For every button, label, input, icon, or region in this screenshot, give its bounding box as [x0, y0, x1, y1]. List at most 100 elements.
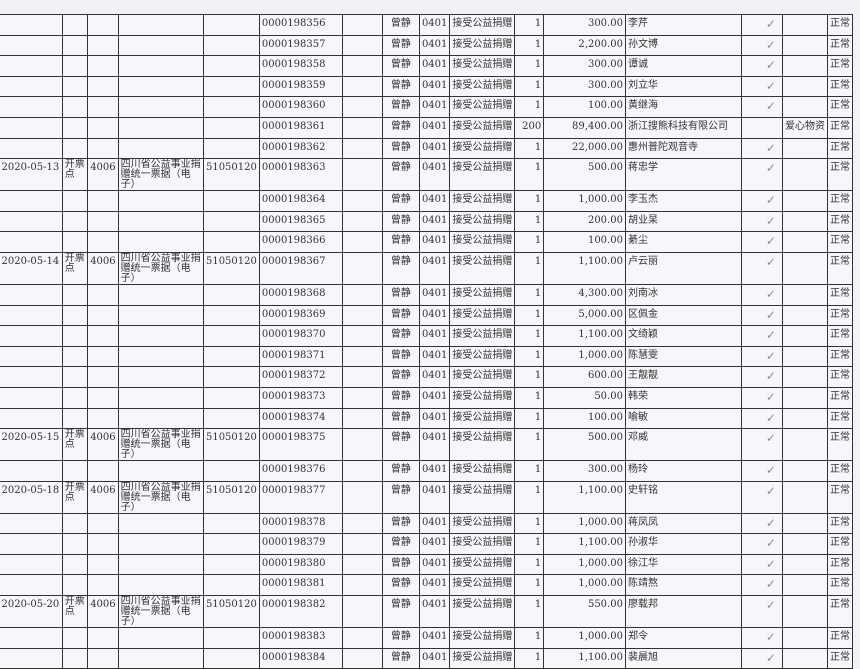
code-cell [87, 190, 119, 212]
subject-code-cell: 0401 [418, 158, 451, 192]
org-code-cell [202, 407, 260, 430]
org-code-cell [202, 366, 260, 388]
operator-cell: 曾静 [381, 480, 420, 514]
margin [852, 35, 858, 56]
org-code-cell [202, 75, 260, 98]
check-mark-cell: ✓ [741, 210, 783, 233]
amount-cell: 4,300.00 [543, 283, 626, 306]
margin [852, 117, 858, 139]
item-cell: 接受公益捐赠 [449, 231, 516, 253]
amount-cell: 500.00 [543, 158, 626, 192]
donor-cell: 郑令 [624, 627, 743, 649]
issue-point-cell [61, 190, 89, 212]
issue-point-cell [61, 210, 89, 233]
date-cell [0, 96, 63, 118]
amount-cell: 1,100.00 [543, 533, 626, 555]
status-cell: 正常 [826, 325, 854, 347]
operator-cell: 曾静 [381, 533, 420, 555]
status-cell: 正常 [826, 304, 854, 327]
quantity-cell: 1 [514, 595, 545, 629]
margin [852, 158, 858, 191]
status-cell: 正常 [826, 231, 854, 253]
invoice-type-cell [117, 627, 204, 649]
org-code-cell [202, 512, 260, 535]
invoice-type-cell: 四川省公益事业捐赠统一票据（电子） [117, 595, 204, 629]
amount-cell: 300.00 [543, 460, 626, 482]
table-row: 0000198366 曾静 0401 接受公益捐赠 1 100.00 綦尘 ✓ 正常 [0, 231, 858, 253]
invoice-number-cell: 0000198379 [258, 533, 344, 555]
quantity-cell: 1 [514, 55, 545, 77]
issue-point-cell [61, 96, 89, 118]
invoice-type-cell [117, 75, 204, 98]
operator-cell: 曾静 [381, 325, 420, 347]
check-mark-cell: ✓ [741, 366, 783, 388]
code-cell [87, 34, 119, 57]
subject-code-cell: 0401 [418, 96, 451, 118]
status-cell: 正常 [826, 386, 854, 409]
margin [852, 346, 858, 367]
invoice-number-cell: 0000198369 [258, 304, 344, 327]
issue-point-cell [61, 512, 89, 535]
invoice-type-cell [117, 55, 204, 77]
date-cell [0, 366, 63, 388]
blank-cell [342, 595, 383, 629]
subject-code-cell: 0401 [418, 480, 451, 514]
invoice-type-cell [117, 137, 204, 160]
amount-cell: 1,000.00 [543, 553, 626, 576]
item-cell: 接受公益捐赠 [449, 210, 516, 233]
invoice-number-cell: 0000198377 [258, 480, 344, 514]
note-cell [781, 34, 828, 57]
check-mark-cell: ✓ [741, 283, 783, 306]
amount-cell: 89,400.00 [543, 116, 626, 139]
table-row: 2020-05-13 开票点 4006 四川省公益事业捐赠统一票据（电子） 510501… [0, 158, 858, 192]
margin [852, 55, 858, 77]
note-cell [781, 304, 828, 327]
margin [852, 366, 858, 388]
status-cell: 正常 [826, 460, 854, 482]
quantity-cell: 1 [514, 533, 545, 555]
code-cell [87, 460, 119, 482]
check-mark-cell: ✓ [741, 96, 783, 118]
invoice-type-cell [117, 34, 204, 57]
blank-cell [342, 627, 383, 649]
invoice-type-cell [117, 553, 204, 576]
margin [852, 190, 858, 212]
issue-point-cell [61, 460, 89, 482]
invoice-number-cell: 0000198381 [258, 574, 344, 597]
org-code-cell [202, 34, 260, 57]
quantity-cell: 1 [514, 366, 545, 388]
org-code-cell: 51050120 [202, 480, 260, 514]
donor-cell: 文绮颖 [624, 325, 743, 347]
issue-point-cell [61, 366, 89, 388]
invoice-type-cell: 四川省公益事业捐赠统一票据（电子） [117, 251, 204, 285]
invoice-type-cell [117, 533, 204, 555]
status-cell: 正常 [826, 512, 854, 535]
status-cell: 正常 [826, 251, 854, 285]
org-code-cell [202, 627, 260, 649]
blank-cell [342, 460, 383, 482]
invoice-type-cell [117, 304, 204, 327]
subject-code-cell: 0401 [418, 14, 451, 36]
margin [852, 76, 858, 97]
org-code-cell [202, 96, 260, 118]
note-cell [781, 647, 828, 669]
invoice-number-cell: 0000198364 [258, 190, 344, 212]
subject-code-cell: 0401 [418, 574, 451, 597]
date-cell: 2020-05-15 [0, 428, 63, 462]
date-cell [0, 407, 63, 430]
note-cell [781, 428, 828, 462]
item-cell: 接受公益捐赠 [449, 386, 516, 409]
note-cell: 爱心物资 [781, 116, 828, 139]
table-row: 0000198362 曾静 0401 接受公益捐赠 1 22,000.00 惠州普陀观音寺 ✓… [0, 137, 858, 160]
note-cell [781, 190, 828, 212]
blank-cell [342, 428, 383, 462]
subject-code-cell: 0401 [418, 533, 451, 555]
invoice-type-cell [117, 366, 204, 388]
invoice-type-cell [117, 574, 204, 597]
status-cell: 正常 [826, 96, 854, 118]
subject-code-cell: 0401 [418, 116, 451, 139]
subject-code-cell: 0401 [418, 460, 451, 482]
table-row: 0000198380 曾静 0401 接受公益捐赠 1 1,000.00 徐江华 ✓ 正常 [0, 553, 858, 576]
table-row: 0000198371 曾静 0401 接受公益捐赠 1 1,000.00 陈慧雯 ✓ 正常 [0, 345, 858, 368]
blank-cell [342, 574, 383, 597]
